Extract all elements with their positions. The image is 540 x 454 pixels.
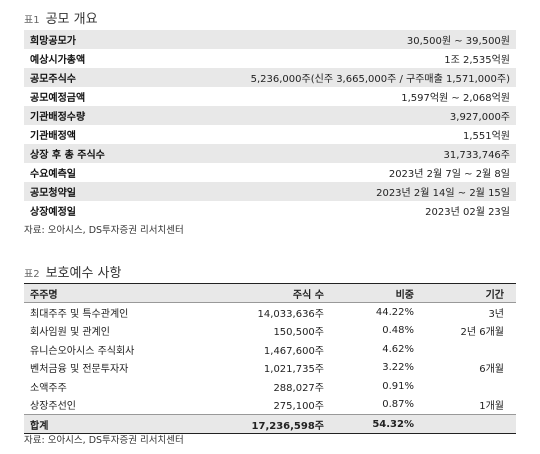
table1-number: 표1 xyxy=(24,15,40,26)
table-row: 기관배정수량 3,927,000주 xyxy=(24,106,516,125)
table1-title-text: 공모 개요 xyxy=(45,12,98,27)
row-label: 예상시가총액 xyxy=(30,55,86,66)
row-label: 수요예측일 xyxy=(30,169,76,180)
header-shares: 주식 수 xyxy=(292,289,324,301)
cell-name: 상장주선인 xyxy=(30,401,76,413)
table2-number: 표2 xyxy=(24,269,40,280)
table-row: 예상시가총액 1조 2,535억원 xyxy=(24,49,516,68)
table2-source: 자료: 오아시스, DS투자증권 리서치센터 xyxy=(24,435,184,446)
row-label: 희망공모가 xyxy=(30,36,76,47)
cell-ratio: 0.48% xyxy=(382,325,414,337)
table-row: 상장주선인 275,100주 0.87% 1개월 xyxy=(24,396,516,415)
header-period: 기간 xyxy=(485,289,504,301)
row-value: 3,927,000주 xyxy=(449,112,510,123)
row-label: 기관배정수량 xyxy=(30,112,86,123)
ipo-overview-table: 희망공모가 30,500원 ~ 39,500원 예상시가총액 1조 2,535억원 … xyxy=(24,30,516,220)
row-label: 공모예정금액 xyxy=(30,93,86,104)
table-row: 회사임원 및 관계인 150,500주 0.48% 2년 6개월 xyxy=(24,322,516,341)
table-row: 벤처금융 및 전문투자자 1,021,735주 3.22% 6개월 xyxy=(24,359,516,378)
lockup-table: 주주명 주식 수 비중 기간 최대주주 및 특수관계인 14,033,636주 … xyxy=(24,283,516,434)
table1-title: 표1 공모 개요 xyxy=(24,8,98,27)
total-label: 합계 xyxy=(30,420,49,432)
table-row: 희망공모가 30,500원 ~ 39,500원 xyxy=(24,30,516,49)
cell-period: 2년 6개월 xyxy=(460,327,504,339)
row-label: 공모청약일 xyxy=(30,188,76,199)
row-label: 기관배정액 xyxy=(30,131,76,142)
cell-name: 회사임원 및 관계인 xyxy=(30,327,110,339)
cell-shares: 14,033,636주 xyxy=(257,308,324,320)
row-value: 2023년 02월 23일 xyxy=(425,207,510,218)
row-label: 상장예정일 xyxy=(30,207,76,218)
cell-period: 6개월 xyxy=(479,364,504,376)
cell-ratio: 4.62% xyxy=(382,343,414,355)
cell-shares: 150,500주 xyxy=(273,327,324,339)
table-row: 공모청약일 2023년 2월 14일 ~ 2월 15일 xyxy=(24,182,516,201)
cell-shares: 275,100주 xyxy=(273,401,324,413)
row-value: 1조 2,535억원 xyxy=(444,55,510,66)
table-row: 유니슨오아시스 주식회사 1,467,600주 4.62% xyxy=(24,340,516,359)
cell-period: 1개월 xyxy=(479,401,504,413)
table2-title: 표2 보호예수 사항 xyxy=(24,262,121,281)
cell-name: 소액주주 xyxy=(30,382,67,394)
cell-shares: 1,467,600주 xyxy=(263,345,324,357)
table2-title-text: 보호예수 사항 xyxy=(45,266,122,281)
row-value: 1,597억원 ~ 2,068억원 xyxy=(401,93,510,104)
table-header-row: 주주명 주식 수 비중 기간 xyxy=(24,283,516,303)
cell-ratio: 0.91% xyxy=(382,380,414,392)
table-row: 소액주주 288,027주 0.91% xyxy=(24,377,516,396)
table-row: 수요예측일 2023년 2월 7일 ~ 2월 8일 xyxy=(24,163,516,182)
row-value: 2023년 2월 7일 ~ 2월 8일 xyxy=(388,169,510,180)
row-value: 31,733,746주 xyxy=(443,150,510,161)
table1-source: 자료: 오아시스, DS투자증권 리서치센터 xyxy=(24,225,184,236)
cell-ratio: 3.22% xyxy=(382,362,414,374)
cell-name: 유니슨오아시스 주식회사 xyxy=(30,345,135,357)
row-value: 1,551억원 xyxy=(462,131,510,142)
row-value: 5,236,000주(신주 3,665,000주 / 구주매출 1,571,00… xyxy=(250,74,510,85)
cell-name: 최대주주 및 특수관계인 xyxy=(30,308,129,320)
cell-shares: 1,021,735주 xyxy=(263,364,324,376)
row-value: 30,500원 ~ 39,500원 xyxy=(406,36,510,47)
cell-ratio: 0.87% xyxy=(382,399,414,411)
row-label: 공모주식수 xyxy=(30,74,76,85)
table-row: 상장예정일 2023년 02월 23일 xyxy=(24,201,516,220)
cell-name: 벤처금융 및 전문투자자 xyxy=(30,364,129,376)
total-shares: 17,236,598주 xyxy=(251,420,324,432)
table-total-row: 합계 17,236,598주 54.32% xyxy=(24,414,516,434)
cell-ratio: 44.22% xyxy=(375,306,414,318)
table-row: 공모예정금액 1,597억원 ~ 2,068억원 xyxy=(24,87,516,106)
header-shareholder: 주주명 xyxy=(30,289,58,301)
cell-period: 3년 xyxy=(488,308,504,320)
cell-shares: 288,027주 xyxy=(273,382,324,394)
total-ratio: 54.32% xyxy=(372,418,414,430)
header-ratio: 비중 xyxy=(395,289,414,301)
row-value: 2023년 2월 14일 ~ 2월 15일 xyxy=(376,188,510,199)
table-row: 기관배정액 1,551억원 xyxy=(24,125,516,144)
table-row: 공모주식수 5,236,000주(신주 3,665,000주 / 구주매출 1,5… xyxy=(24,68,516,87)
table-row: 최대주주 및 특수관계인 14,033,636주 44.22% 3년 xyxy=(24,303,516,322)
row-label: 상장 후 총 주식수 xyxy=(30,150,105,161)
table-row: 상장 후 총 주식수 31,733,746주 xyxy=(24,144,516,163)
